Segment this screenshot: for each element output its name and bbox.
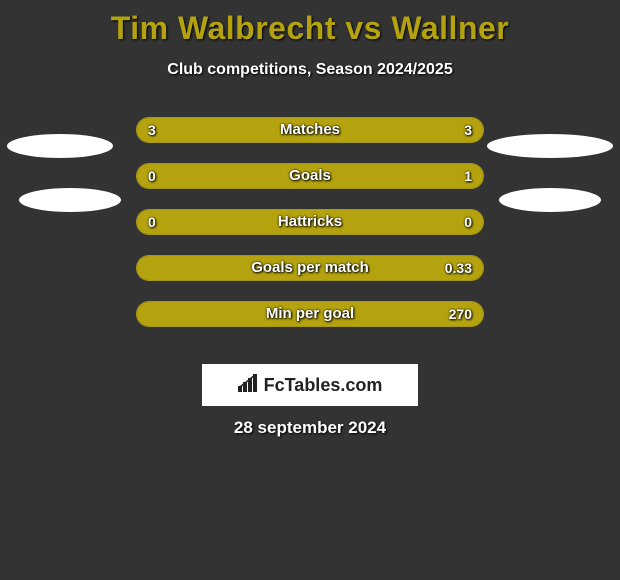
stat-value-right: 3 [464, 117, 472, 143]
stat-bar-right-fill [136, 256, 483, 280]
source-logo-label: FcTables.com [264, 375, 383, 396]
player-right-placeholder-1 [487, 134, 613, 158]
stat-bar [136, 255, 484, 281]
stat-bar [136, 117, 484, 143]
stat-value-left: 0 [148, 209, 156, 235]
stat-bar-left-fill [137, 164, 200, 188]
source-logo-text: FcTables.com [238, 374, 383, 397]
player-left-placeholder-1 [7, 134, 113, 158]
infographic-date: 28 september 2024 [0, 418, 620, 438]
stat-row: Hattricks00 [0, 209, 620, 235]
stat-bar-left-fill [137, 118, 311, 142]
stat-bar [136, 209, 484, 235]
page-subtitle: Club competitions, Season 2024/2025 [0, 61, 620, 79]
stat-bar-right-fill [198, 164, 483, 188]
stat-bar [136, 163, 484, 189]
stat-bar-right-fill [136, 302, 483, 326]
player-left-placeholder-2 [19, 188, 121, 212]
comparison-infographic: Tim Walbrecht vs Wallner Club competitio… [0, 10, 620, 580]
stat-bar-left-fill [137, 210, 484, 234]
source-logo: FcTables.com [202, 364, 418, 406]
bar-chart-icon [238, 374, 260, 397]
stat-value-left: 0 [148, 163, 156, 189]
stat-value-right: 1 [464, 163, 472, 189]
stat-bar [136, 301, 484, 327]
player-right-placeholder-2 [499, 188, 601, 212]
stat-row: Goals per match0.33 [0, 255, 620, 281]
stat-value-right: 0.33 [445, 255, 472, 281]
stat-value-right: 0 [464, 209, 472, 235]
stat-value-right: 270 [449, 301, 472, 327]
stat-row: Goals01 [0, 163, 620, 189]
page-title: Tim Walbrecht vs Wallner [0, 10, 620, 47]
stat-bar-right-fill [309, 118, 483, 142]
stat-value-left: 3 [148, 117, 156, 143]
stat-row: Min per goal270 [0, 301, 620, 327]
